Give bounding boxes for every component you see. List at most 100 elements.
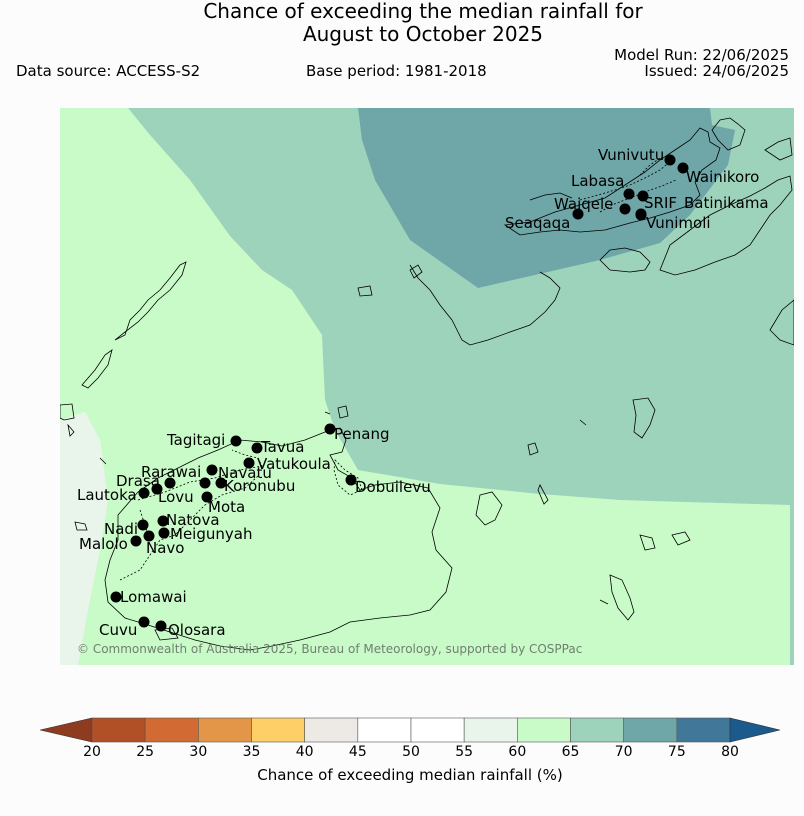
station-label: Navatu [218,464,272,482]
base-period: Base period: 1981-2018 [306,62,487,80]
station-marker [206,464,218,476]
colorbar-segment [570,717,624,743]
station-marker [157,515,169,527]
station-marker [110,591,122,603]
colorbar-segment [91,717,146,743]
title-line-1: Chance of exceeding the median rainfall … [203,0,643,23]
band-70-75 [358,108,735,288]
station-marker [199,477,211,489]
colorbar-segment [304,717,359,743]
colorbar-tick-label: 80 [721,744,739,760]
station-layer: Vunivutu Wainikoro Labasa SRIF Batinikama Wai… [77,146,769,639]
station-label: Tavua [260,438,304,456]
colorbar-tick-label: 35 [242,744,261,760]
data-source: Data source: ACCESS-S2 [16,62,201,80]
station-label: Lovu [158,488,194,506]
colorbar-tick-label: 40 [295,744,314,760]
colorbar-tick-label: 25 [136,744,155,760]
station-label: Rarawai [141,463,201,481]
coastline-viti-levu [104,427,453,651]
colorbar-tick-label: 70 [614,744,633,760]
station-label: Tagitagi [166,431,225,449]
station-label: Seaqaqa [505,214,570,232]
station-marker [572,208,584,220]
colorbar-tick-label: 75 [667,744,686,760]
station-marker [158,527,170,539]
station-label: Natova [166,511,220,529]
colorbar-tick-label: 55 [455,744,474,760]
outer-islands [60,261,691,621]
station-label: Dobuilevu [355,478,431,496]
station-marker [215,477,227,489]
colorbar-tick-label: 50 [402,744,420,760]
station-marker [243,457,255,469]
colorbar-segment [144,717,199,743]
station-marker [623,188,635,200]
station-label: Batinikama [684,194,769,212]
coastline-vanua-levu [409,117,794,346]
band-55-60 [60,412,108,665]
colorbar-tick-label: 60 [508,744,527,760]
station-label: Wainikoro [686,168,759,186]
station-label: Lomawai [120,588,187,606]
station-marker [201,491,213,503]
colorbar-segment [357,717,412,743]
station-label: Cuvu [99,621,137,639]
station-marker [138,616,150,628]
colorbar-tick-label: 45 [348,744,367,760]
colorbar-under-arrow [39,717,93,743]
colorbar-tick-label: 65 [561,744,580,760]
colorbar-segment [517,717,571,743]
station-marker [637,190,649,202]
station-marker [635,209,647,221]
station-marker [251,442,263,454]
station-label: Vunimoli [646,214,711,232]
station-label: Drasa [116,472,160,490]
station-label: Penang [334,425,389,443]
colorbar-segment [198,717,252,743]
station-marker [664,154,676,166]
station-label: Malolo [79,535,128,553]
colorbar-segment [623,717,678,743]
station-marker [143,530,155,542]
colorbar-segments [39,717,781,743]
title-line-2: August to October 2025 [302,22,544,46]
station-marker [677,162,689,174]
station-marker [130,535,142,547]
colorbar-tick-label: 20 [83,744,101,760]
colorbar-over-arrow [729,717,781,743]
station-label: Waiqele [554,195,613,213]
station-marker [155,620,167,632]
station-label: Vunivutu [598,146,664,164]
district-boundaries-west [119,449,363,581]
station-marker [324,423,336,435]
station-marker [164,477,176,489]
colorbar-segment [676,717,731,743]
rainfall-map: Vunivutu Wainikoro Labasa SRIF Batinikama Wai… [60,108,794,665]
station-label: Mota [208,498,245,516]
colorbar-tick-label: 30 [189,744,208,760]
station-label: Koronubu [224,477,295,495]
station-label: Lautoka [77,486,137,504]
station-label: Olosara [168,621,226,639]
issued-date: Issued: 24/06/2025 [644,62,789,80]
model-run: Model Run: 22/06/2025 [614,46,789,64]
station-label: Vatukoula [257,455,331,473]
station-label: Navo [146,539,184,557]
station-marker [345,474,357,486]
copyright-notice: © Commonwealth of Australia 2025, Bureau… [77,642,582,656]
station-label: Nadi [104,520,138,538]
station-label: Meigunyah [170,525,252,543]
station-marker [151,483,163,495]
station-label: SRIF [644,194,677,212]
station-marker [138,487,150,499]
station-marker [137,519,149,531]
colorbar-segment [251,717,305,743]
station-label: Labasa [571,172,624,190]
station-marker [619,203,631,215]
colorbar-label: Chance of exceeding median rainfall (%) [257,766,563,784]
colorbar-segment [410,717,465,743]
station-marker [230,435,242,447]
colorbar-segment [463,717,518,743]
